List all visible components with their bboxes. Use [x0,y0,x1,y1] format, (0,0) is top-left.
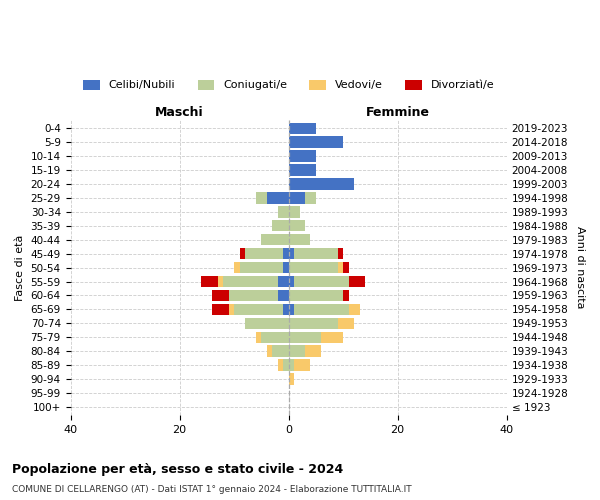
Bar [218,276,223,287]
Bar [223,276,278,287]
Bar [202,276,218,287]
Bar [245,248,283,260]
Bar [289,234,310,245]
Bar [338,262,343,274]
Bar [294,248,338,260]
Text: Popolazione per età, sesso e stato civile - 2024: Popolazione per età, sesso e stato civil… [12,462,343,475]
Text: Femmine: Femmine [365,106,430,118]
Bar [272,346,289,357]
Bar [289,248,294,260]
Bar [262,332,289,343]
Bar [349,276,365,287]
Bar [256,332,262,343]
Bar [289,122,316,134]
Bar [289,150,316,162]
Bar [338,248,343,260]
Bar [294,360,310,371]
Bar [283,248,289,260]
Bar [239,262,283,274]
Bar [289,164,316,176]
Text: Maschi: Maschi [155,106,204,118]
Bar [278,290,289,301]
Bar [278,206,289,218]
Bar [294,304,349,315]
Bar [289,374,294,385]
Bar [305,346,322,357]
Bar [305,192,316,203]
Bar [229,290,278,301]
Bar [256,192,267,203]
Bar [283,262,289,274]
Bar [349,304,359,315]
Bar [289,136,343,148]
Bar [289,346,305,357]
Bar [229,304,234,315]
Bar [338,318,354,329]
Bar [212,304,229,315]
Bar [267,346,272,357]
Bar [343,290,349,301]
Bar [289,206,299,218]
Bar [283,360,289,371]
Text: COMUNE DI CELLARENGO (AT) - Dati ISTAT 1° gennaio 2024 - Elaborazione TUTTITALIA: COMUNE DI CELLARENGO (AT) - Dati ISTAT 1… [12,485,412,494]
Bar [289,318,338,329]
Bar [234,262,239,274]
Legend: Celibi/Nubili, Coniugati/e, Vedovi/e, Divorziatì/e: Celibi/Nubili, Coniugati/e, Vedovi/e, Di… [79,75,499,95]
Bar [283,304,289,315]
Bar [289,360,294,371]
Bar [234,304,283,315]
Bar [289,332,322,343]
Y-axis label: Fasce di età: Fasce di età [15,234,25,301]
Y-axis label: Anni di nascita: Anni di nascita [575,226,585,309]
Bar [294,276,349,287]
Bar [289,178,354,190]
Bar [289,262,338,274]
Bar [322,332,343,343]
Bar [212,290,229,301]
Bar [267,192,289,203]
Bar [289,192,305,203]
Bar [289,290,343,301]
Bar [289,304,294,315]
Bar [289,220,305,232]
Bar [343,262,349,274]
Bar [278,276,289,287]
Bar [239,248,245,260]
Bar [262,234,289,245]
Bar [272,220,289,232]
Bar [278,360,283,371]
Bar [245,318,289,329]
Bar [289,276,294,287]
